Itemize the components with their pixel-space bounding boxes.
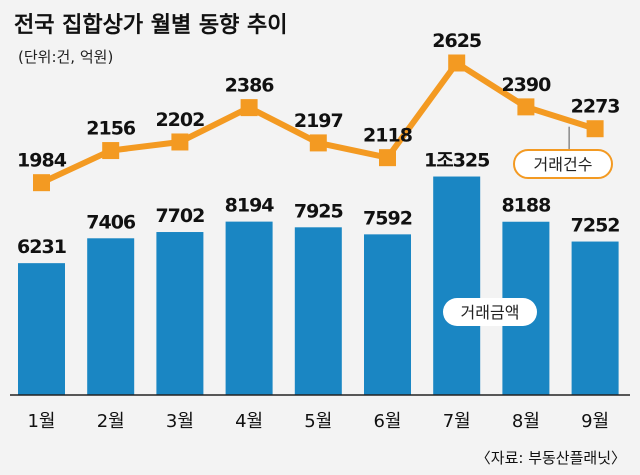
bar-9 <box>571 241 619 395</box>
x-tick-9: 9월 <box>581 411 609 432</box>
bar-label-2: 7406 <box>86 211 136 233</box>
line-label-1: 1984 <box>17 150 67 172</box>
bar-label-5: 7925 <box>294 200 343 222</box>
line-label-3: 2202 <box>155 109 204 131</box>
bar-label-8: 8188 <box>501 195 551 217</box>
bar-2 <box>87 238 135 395</box>
bar-3 <box>156 232 204 395</box>
bar-7 <box>433 176 481 395</box>
line-label-7: 2625 <box>432 30 481 52</box>
bar-label-4: 8194 <box>225 195 275 217</box>
line-label-8: 2390 <box>501 74 551 96</box>
line-point-2 <box>102 142 120 160</box>
x-tick-3: 3월 <box>166 411 194 432</box>
bar-5 <box>294 227 342 395</box>
x-tick-5: 5월 <box>304 411 332 432</box>
bar-label-1: 6231 <box>17 236 66 258</box>
bar-label-6: 7592 <box>363 207 412 229</box>
bar-series: 6231 7406 7702 8194 7925 7592 1조325 8188 7252 <box>17 150 621 395</box>
chart-source: 〈자료: 부동산플래닛〉 <box>476 449 626 467</box>
line-point-6 <box>379 149 396 167</box>
x-tick-8: 8월 <box>512 411 540 432</box>
x-tick-6: 6월 <box>373 411 401 432</box>
bar-label-9: 7252 <box>571 215 620 237</box>
legend-line-label: 거래건수 <box>534 155 593 174</box>
line-series: 1984 2156 2202 2386 2197 2118 2625 2390 2273 <box>17 30 621 192</box>
line-point-1 <box>33 174 50 192</box>
line-label-4: 2386 <box>225 75 275 97</box>
bar-label-3: 7702 <box>155 205 204 227</box>
legend-line-box <box>513 149 613 179</box>
x-axis-ticks: 1월 2월 3월 4월 5월 6월 7월 8월 9월 <box>27 411 609 432</box>
line-label-9: 2273 <box>571 96 620 118</box>
legend-line-series: 거래건수 <box>513 126 613 179</box>
line-label-2: 2156 <box>86 118 136 140</box>
legend-bar-series: 거래금액 <box>443 298 537 326</box>
x-tick-7: 7월 <box>443 411 471 432</box>
legend-bar-box <box>443 298 537 326</box>
bar-6 <box>364 234 411 395</box>
line-point-9 <box>586 120 604 138</box>
line-point-8 <box>517 98 535 116</box>
chart-unit: (단위:건, 억원) <box>18 48 113 66</box>
line-label-6: 2118 <box>363 125 413 147</box>
bar-4 <box>225 221 273 395</box>
x-tick-1: 1월 <box>27 411 55 432</box>
x-tick-4: 4월 <box>235 411 263 432</box>
legend-bar-label: 거래금액 <box>461 303 520 322</box>
line-point-5 <box>309 134 327 152</box>
chart-title: 전국 집합상가 월별 동향 추이 <box>14 12 288 38</box>
line-point-4 <box>240 99 258 117</box>
line-label-5: 2197 <box>294 110 343 132</box>
line-point-7 <box>448 54 466 72</box>
bar-1 <box>18 263 65 395</box>
bar-label-7: 1조325 <box>424 150 489 172</box>
line-point-3 <box>171 133 189 151</box>
x-tick-2: 2월 <box>97 411 125 432</box>
